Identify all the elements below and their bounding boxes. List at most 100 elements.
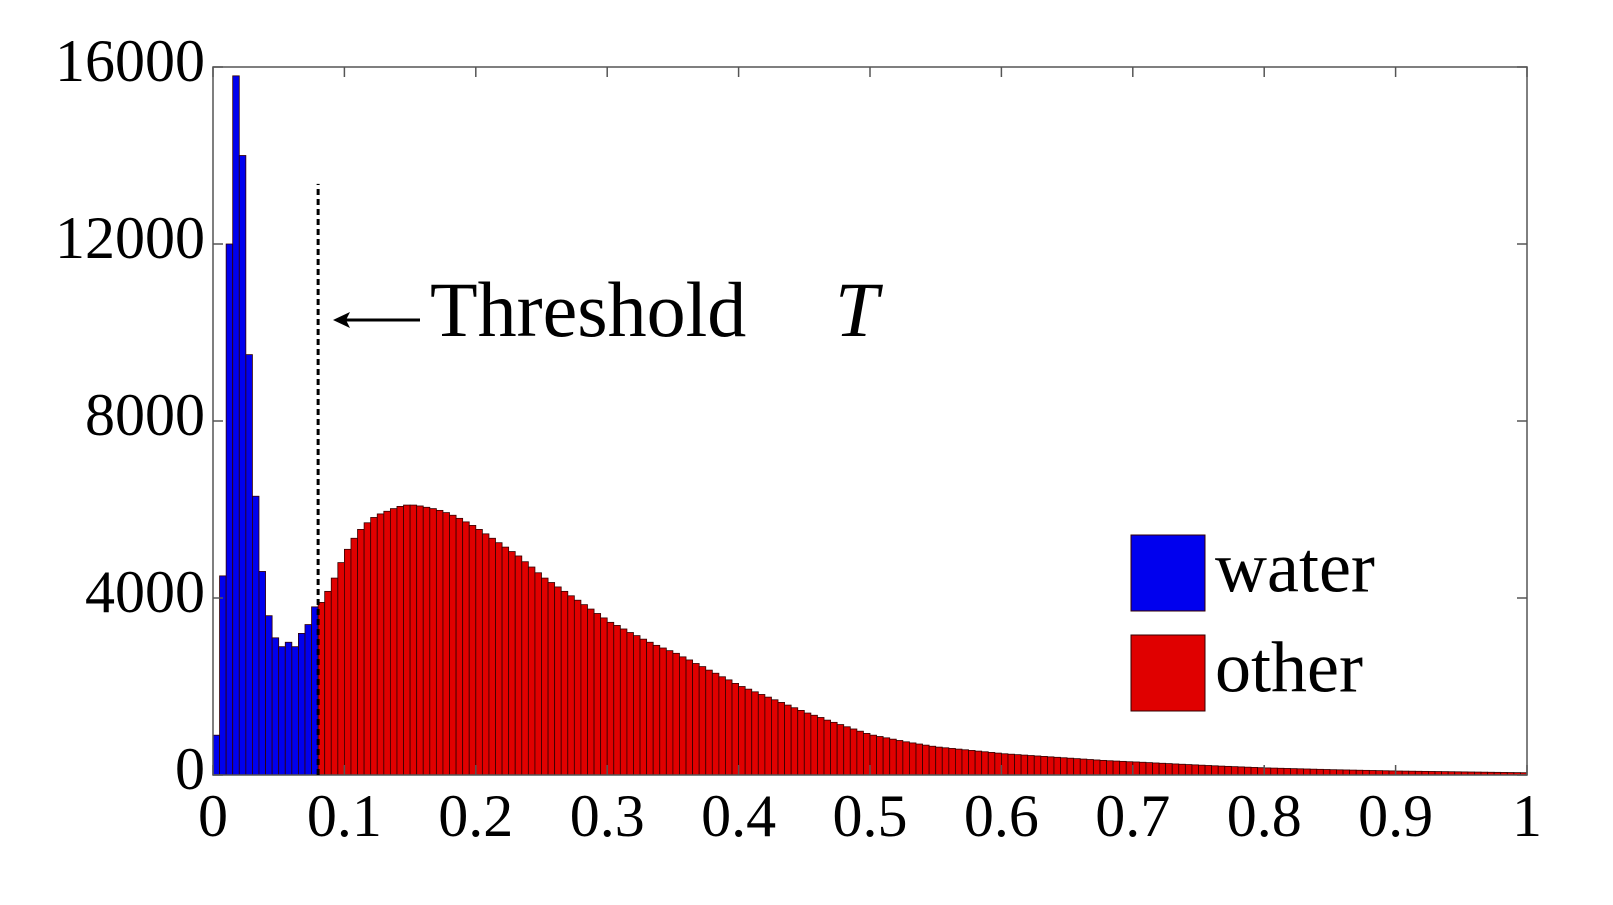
bar [1296,768,1305,776]
bar [606,621,615,776]
bar [1112,760,1121,776]
bar [836,724,845,776]
bar [1184,764,1193,776]
bar [764,696,772,776]
bar [1066,757,1075,776]
x-tick-label: 0 [198,783,228,849]
bar [521,561,529,776]
bar [1027,755,1035,776]
bar [705,669,713,776]
bar [573,599,582,776]
bar [455,517,464,776]
bar [587,608,595,776]
bar [527,566,536,776]
legend-label: water [1215,528,1375,608]
x-tick-label: 0.4 [701,783,776,849]
bar [882,737,891,776]
bar [409,504,418,776]
bar [909,742,917,776]
bar [961,749,969,776]
bar [330,577,339,776]
bar [1092,759,1101,776]
bar [383,510,391,776]
bar [994,752,1002,776]
bar [416,505,424,776]
y-tick-label: 8000 [85,382,205,448]
bar [803,712,812,776]
bar [895,740,904,776]
bar [698,666,707,776]
bar [1099,759,1107,776]
bar [396,506,404,776]
bar [1276,767,1285,776]
bar [1007,753,1015,776]
bar [1336,769,1344,776]
bar [968,750,976,776]
bar [1211,765,1219,776]
bar [357,529,365,776]
bar [711,672,720,776]
bar [449,514,457,776]
bar [876,736,884,776]
bar [1329,769,1337,776]
bar [902,741,910,776]
bar [1001,753,1009,776]
bar [593,613,602,776]
bar [389,508,398,776]
bar [771,699,779,776]
bar [278,646,286,776]
bar [1283,768,1291,776]
bar [1165,763,1173,776]
bar [1033,755,1042,776]
bar [212,734,220,776]
bar [468,525,477,776]
bar [784,704,792,776]
bar [232,75,240,776]
bar [672,652,680,776]
bar [1204,765,1213,776]
bar [659,647,667,776]
bar [1217,765,1226,776]
bar [646,641,654,776]
bar [633,635,641,776]
bar [1119,760,1127,776]
bar [731,683,740,776]
bar [1046,756,1055,776]
bar [1060,757,1068,776]
bar [442,512,450,776]
bar [298,633,306,776]
bar [488,537,496,776]
legend-label: other [1215,628,1363,708]
bar [1316,768,1324,776]
bar [600,617,608,776]
bar [1290,768,1298,776]
bar [843,726,851,776]
x-tick-label: 0.2 [438,783,513,849]
bar [948,748,956,776]
bar [869,734,877,776]
y-tick-label: 12000 [55,205,205,271]
bar [1158,762,1167,776]
bar [692,663,700,776]
bar [626,632,634,776]
legend-swatch [1130,634,1206,712]
legend-swatch [1130,534,1206,612]
bar [922,744,930,776]
bar [652,644,661,776]
bar [481,533,490,776]
bar [554,586,562,776]
x-tick-label: 0.9 [1358,783,1433,849]
bar [1040,756,1048,776]
bar [271,637,280,776]
bar [501,546,510,776]
bar [304,624,312,776]
bar [1145,762,1153,776]
bar [403,504,411,776]
bar [639,638,648,776]
bar [475,529,483,776]
bar [823,719,831,776]
x-tick-label: 0.8 [1227,783,1302,849]
bar [685,659,694,776]
